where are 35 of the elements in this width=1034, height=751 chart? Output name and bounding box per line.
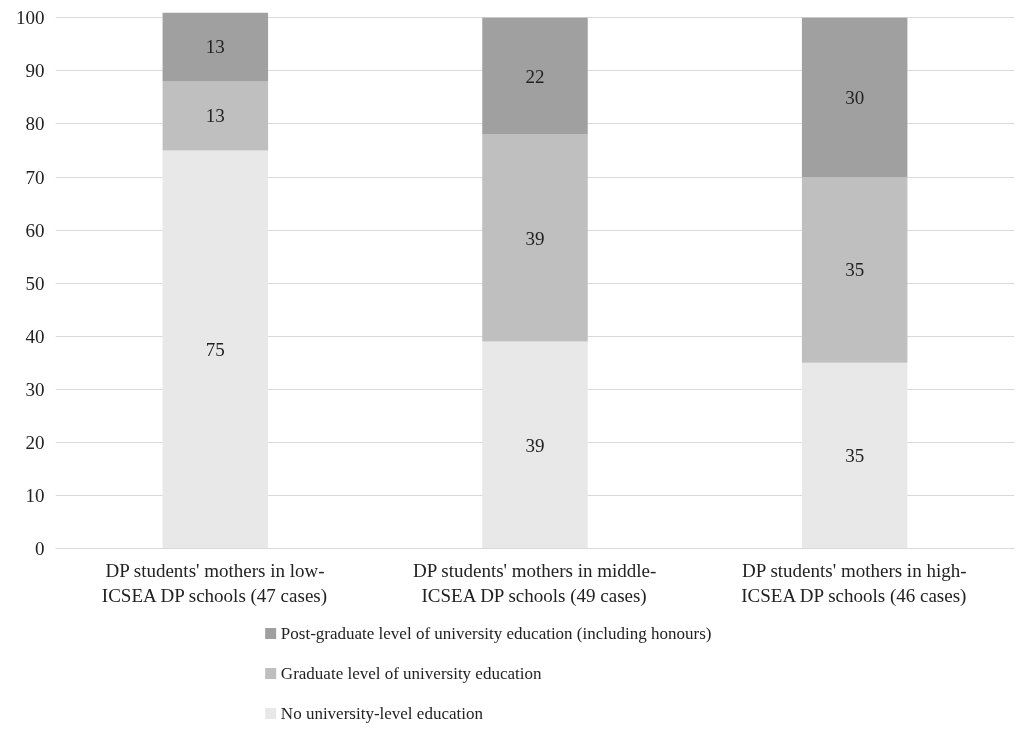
- y-tick-label: 20: [25, 431, 45, 453]
- y-tick-label: 50: [25, 272, 45, 294]
- bar: [801, 17, 908, 178]
- bar: [482, 341, 588, 549]
- bar: [482, 17, 588, 135]
- data-label: 39: [525, 227, 545, 249]
- y-tick-label: 30: [25, 378, 45, 400]
- y-tick-label: 90: [25, 60, 45, 82]
- legend-label: Post-graduate level of university education (including honours): [280, 624, 712, 643]
- bar: [162, 150, 269, 549]
- data-label: 13: [205, 105, 225, 127]
- bar: [482, 134, 588, 342]
- legend-label: No university-level education: [280, 704, 484, 723]
- data-label: 30: [845, 86, 865, 108]
- y-tick-label: 100: [16, 7, 45, 29]
- y-tick-label: 10: [25, 484, 45, 506]
- data-label: 35: [845, 445, 865, 467]
- bar: [162, 81, 269, 151]
- data-label: 22: [525, 65, 545, 87]
- x-tick-label: DP students' mothers in middle-ICSEA DP schools (49 cases): [412, 559, 657, 607]
- legend-label: Graduate level of university education: [280, 664, 542, 683]
- bar: [162, 12, 269, 82]
- data-label: 35: [845, 259, 865, 281]
- data-label: 39: [525, 434, 545, 456]
- y-tick-label: 0: [35, 538, 45, 559]
- bar: [801, 177, 908, 363]
- bar: [801, 362, 908, 549]
- data-label: 13: [205, 36, 225, 58]
- y-tick-label: 60: [25, 219, 45, 241]
- x-tick-label: DP students' mothers in high-ICSEA DP schools (46 cases): [741, 559, 967, 607]
- data-label: 75: [205, 338, 225, 360]
- y-tick-label: 40: [25, 325, 45, 347]
- y-tick-label: 70: [25, 166, 45, 188]
- x-tick-label: DP students' mothers in low-ICSEA DP schools (47 cases): [101, 559, 328, 607]
- y-tick-label: 80: [25, 113, 45, 135]
